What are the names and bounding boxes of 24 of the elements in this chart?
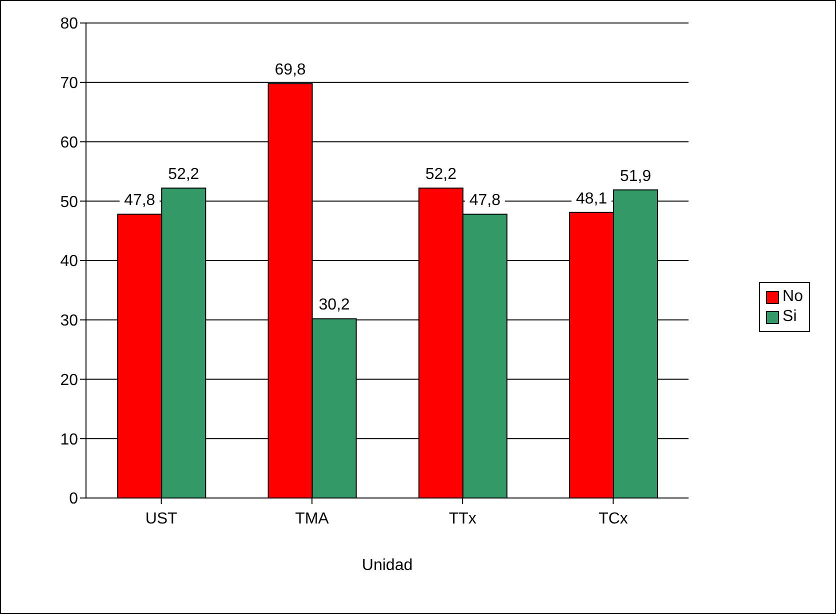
y-tick-label: 40 <box>60 253 78 270</box>
data-label: 52,2 <box>425 166 457 184</box>
data-label: 47,8 <box>469 192 501 210</box>
data-label: 30,2 <box>318 296 350 314</box>
data-label: 69,8 <box>274 62 306 79</box>
x-tick-label: UST <box>145 510 178 528</box>
data-label: 52,2 <box>168 166 200 184</box>
data-label: 48,1 <box>576 190 608 208</box>
y-tick-label: 0 <box>69 490 78 508</box>
legend-label: No <box>782 288 803 306</box>
y-tick-label: 20 <box>60 372 78 389</box>
y-tick-label: 50 <box>60 194 78 211</box>
x-tick-label: TMA <box>295 510 330 528</box>
x-tick-label: TTx <box>448 510 476 528</box>
x-axis-title: Unidad <box>362 557 413 574</box>
x-tick-label: TCx <box>598 510 628 528</box>
y-tick-label: 30 <box>60 312 78 330</box>
y-tick-label: 70 <box>60 75 78 92</box>
y-tick-label: 10 <box>60 431 78 448</box>
y-tick-label: 60 <box>60 134 78 152</box>
data-label: 47,8 <box>124 192 156 210</box>
legend-label: Si <box>782 308 797 326</box>
data-label: 51,9 <box>620 168 652 185</box>
y-tick-label: 80 <box>60 16 78 33</box>
